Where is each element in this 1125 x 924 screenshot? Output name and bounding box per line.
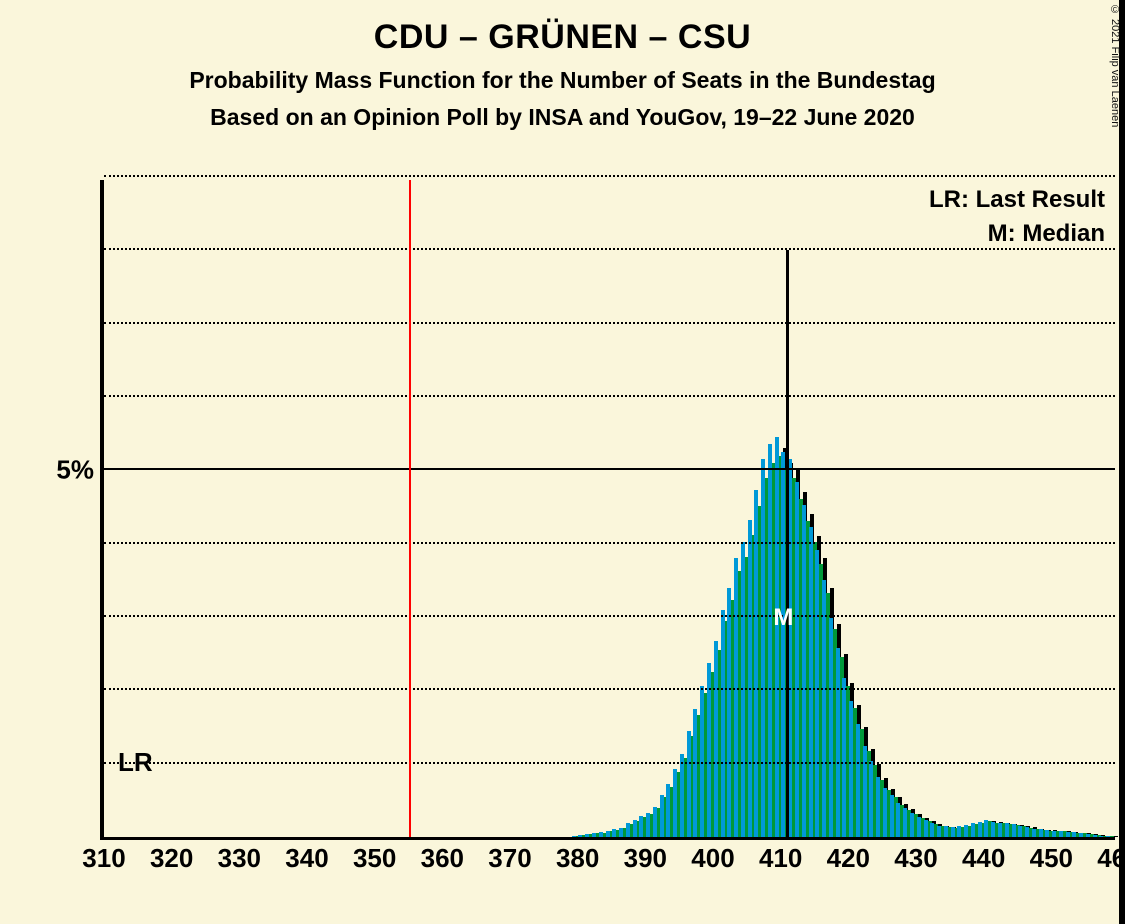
chart-area: LR: Last Result M: Median 5%LRM310320330…	[75, 180, 1115, 860]
xtick-label: 350	[353, 837, 396, 874]
xtick-label: 330	[218, 837, 261, 874]
gridline	[104, 322, 1115, 324]
bars-container	[104, 180, 1115, 837]
xtick-label: 360	[421, 837, 464, 874]
xtick-label: 460	[1097, 837, 1125, 874]
xtick-label: 420	[827, 837, 870, 874]
chart-subtitle-2: Based on an Opinion Poll by INSA and You…	[0, 104, 1125, 131]
last-result-line	[409, 180, 411, 837]
xtick-label: 340	[285, 837, 328, 874]
xtick-label: 310	[82, 837, 125, 874]
copyright-text: © 2021 Filip van Laenen	[1109, 4, 1121, 127]
xtick-label: 380	[556, 837, 599, 874]
title-block: CDU – GRÜNEN – CSU Probability Mass Func…	[0, 0, 1125, 131]
xtick-label: 450	[1030, 837, 1073, 874]
median-label: M	[773, 604, 793, 632]
gridline	[104, 175, 1115, 177]
xtick-label: 400	[691, 837, 734, 874]
median-line	[786, 250, 789, 837]
plot-area: LR: Last Result M: Median 5%LRM310320330…	[100, 180, 1115, 840]
page-right-border	[1119, 0, 1125, 924]
chart-subtitle-1: Probability Mass Function for the Number…	[0, 67, 1125, 94]
gridline	[104, 542, 1115, 544]
xtick-label: 410	[759, 837, 802, 874]
xtick-label: 430	[894, 837, 937, 874]
gridline	[104, 762, 1115, 764]
xtick-label: 320	[150, 837, 193, 874]
ytick-label: 5%	[56, 455, 104, 486]
gridline	[104, 615, 1115, 617]
lr-label: LR	[118, 747, 153, 778]
xtick-label: 390	[624, 837, 667, 874]
gridline	[104, 248, 1115, 250]
gridline	[104, 468, 1115, 470]
xtick-label: 440	[962, 837, 1005, 874]
gridline	[104, 688, 1115, 690]
gridline	[104, 395, 1115, 397]
chart-title: CDU – GRÜNEN – CSU	[0, 18, 1125, 57]
xtick-label: 370	[488, 837, 531, 874]
